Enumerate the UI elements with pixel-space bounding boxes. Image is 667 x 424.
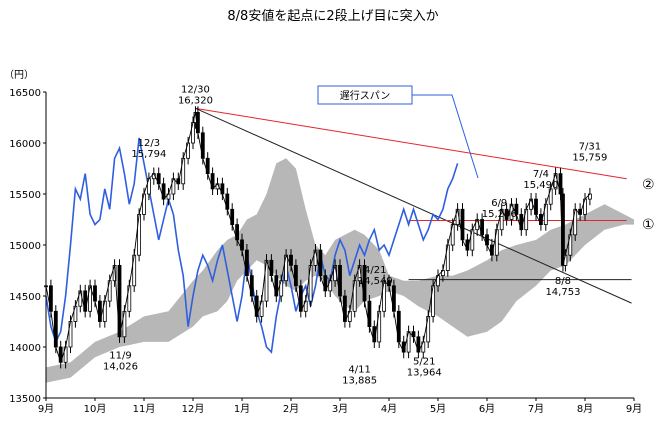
annotation-date: 4/21 — [364, 265, 386, 276]
lagging-span-callout: 遅行スパン — [317, 85, 413, 105]
annotation-value: 15,490 — [523, 180, 558, 191]
trend-line-1 — [195, 107, 627, 180]
annotation-date: 8/8 — [555, 276, 571, 287]
callout-label: 遅行スパン — [340, 89, 391, 102]
circle-label-2: ② — [642, 177, 655, 193]
annotation-value: 14,026 — [103, 361, 138, 372]
chart-title: 8/8安値を起点に2段上げ目に突入か — [227, 8, 438, 24]
callout-pointer — [412, 94, 479, 179]
y-tick-label: 14000 — [9, 343, 41, 354]
annotation-date: 11/9 — [109, 350, 131, 361]
annotation-date: 7/31 — [579, 142, 601, 153]
annotation-value: 15,794 — [131, 149, 166, 160]
y-tick-label: 14500 — [9, 292, 41, 303]
annotation-date: 4/11 — [348, 365, 370, 376]
annotation-value: 15,759 — [572, 153, 607, 164]
annotation-value: 13,964 — [407, 368, 442, 379]
x-tick-label: 12月 — [182, 403, 205, 415]
x-tick-label: 7月 — [528, 403, 544, 415]
y-tick-label: 15000 — [9, 241, 41, 252]
annotation-date: 7/4 — [533, 169, 549, 180]
y-tick-label: 16500 — [9, 88, 41, 99]
x-tick-label: 11月 — [133, 403, 156, 415]
x-tick-label: 1月 — [234, 403, 250, 415]
plot-area — [44, 106, 634, 383]
annotation-date: 12/30 — [181, 84, 210, 95]
annotation-date: 12/3 — [138, 138, 160, 149]
close-price-line — [45, 112, 591, 364]
x-tick-label: 2月 — [283, 403, 299, 415]
annotation-value: 14,549 — [358, 276, 393, 287]
callout-box — [317, 85, 413, 105]
x-tick-label: 4月 — [381, 403, 397, 415]
circle-label-1: ① — [642, 217, 655, 233]
y-tick-label: 13500 — [9, 394, 41, 405]
x-tick-label: 10月 — [84, 403, 107, 415]
annotation-value: 14,753 — [545, 287, 580, 298]
x-tick-label: 5月 — [430, 403, 446, 415]
trend-line-2 — [195, 107, 632, 304]
annotation-date: 6/9 — [491, 198, 507, 209]
x-tick-label: 3月 — [332, 403, 348, 415]
y-tick-label: 15500 — [9, 190, 41, 201]
axes: 13500 14000 14500 15000 15500 16000 16500 9月 10月… — [9, 88, 642, 415]
y-axis-unit-label: （円） — [4, 69, 34, 81]
annotation-value: 16,320 — [178, 95, 213, 106]
x-tick-label: 8月 — [577, 403, 593, 415]
annotation-value: 15,206 — [482, 209, 517, 220]
annotation-date: 5/21 — [413, 357, 435, 368]
y-tick-label: 16000 — [9, 139, 41, 150]
x-tick-label: 9月 — [38, 403, 54, 415]
x-tick-label: 9月 — [626, 403, 642, 415]
x-tick-label: 6月 — [479, 403, 495, 415]
annotation-value: 13,885 — [342, 376, 377, 387]
